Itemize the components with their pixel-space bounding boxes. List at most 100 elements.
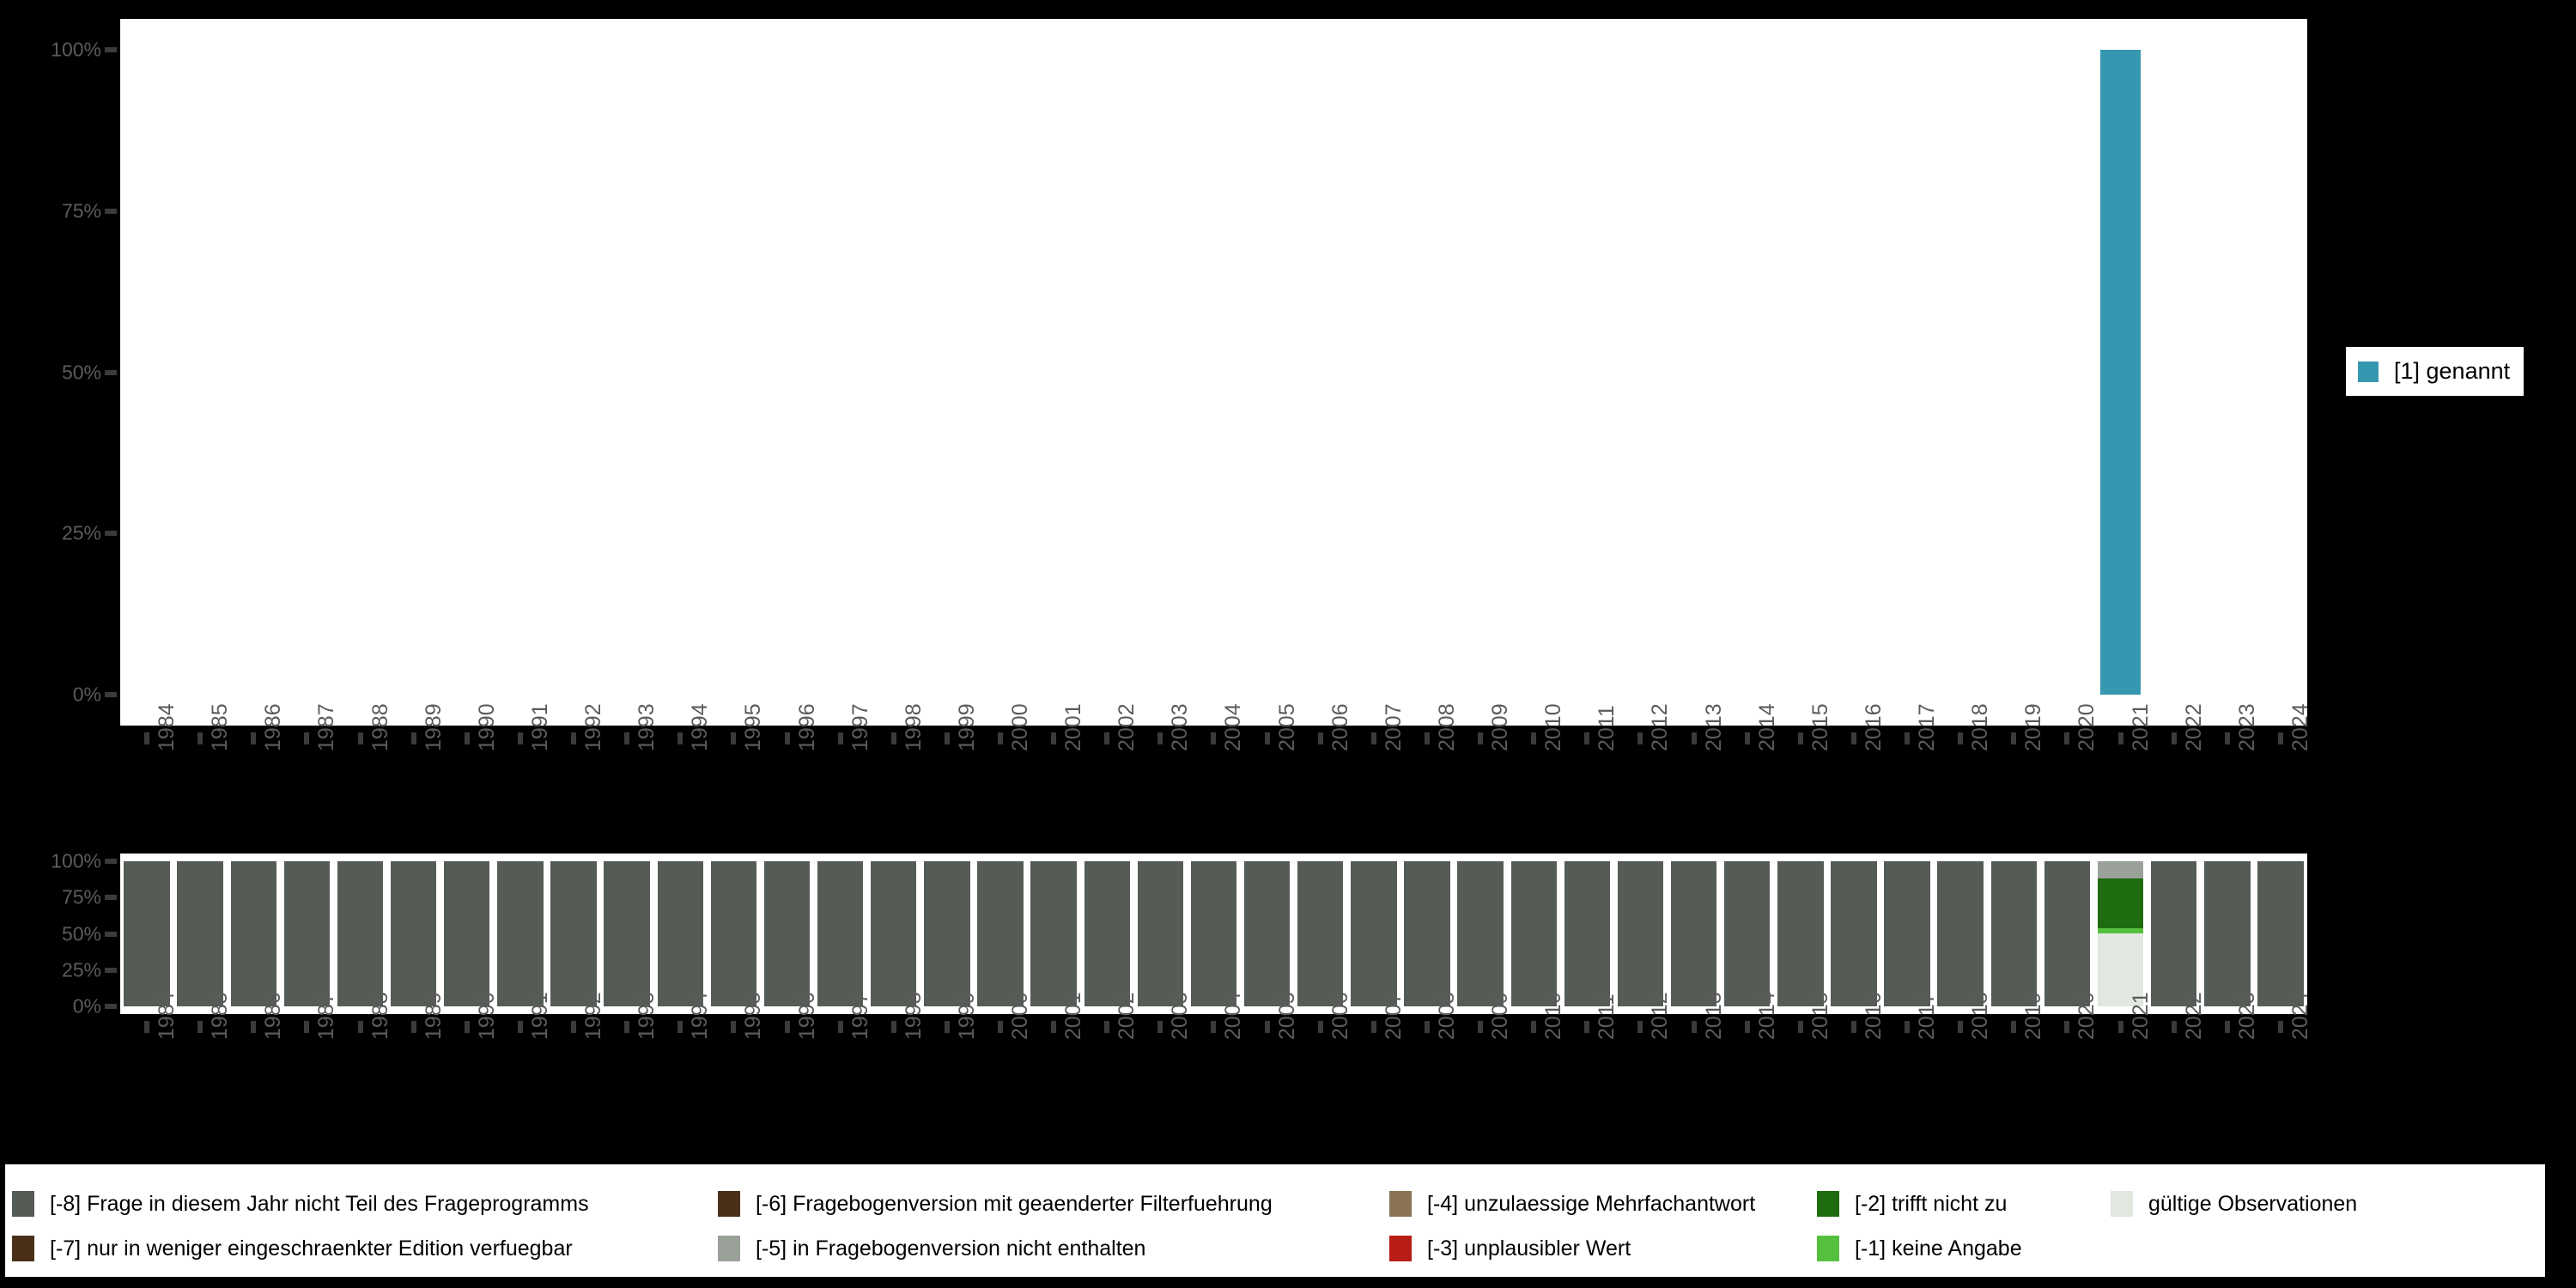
missing-legend-item[interactable]: [-4] unzulaessige Mehrfachantwort bbox=[1389, 1185, 1755, 1223]
missing-panel-column[interactable] bbox=[2148, 861, 2201, 1006]
main-bar-column[interactable] bbox=[1187, 19, 1240, 726]
missing-panel-column[interactable] bbox=[2094, 861, 2148, 1006]
missing-panel-column[interactable] bbox=[1454, 861, 1507, 1006]
main-bar-column[interactable] bbox=[1400, 19, 1454, 726]
main-bar-column[interactable] bbox=[1880, 19, 1934, 726]
missing-panel-segment[interactable] bbox=[2204, 861, 2251, 1006]
missing-panel-column[interactable] bbox=[1294, 861, 1347, 1006]
missing-panel-column[interactable] bbox=[760, 861, 813, 1006]
missing-panel-column[interactable] bbox=[2201, 861, 2254, 1006]
missing-panel-column[interactable] bbox=[1400, 861, 1454, 1006]
main-bar-column[interactable] bbox=[1507, 19, 1560, 726]
missing-panel-column[interactable] bbox=[1347, 861, 1400, 1006]
main-bar-column[interactable] bbox=[387, 19, 440, 726]
missing-panel-segment[interactable] bbox=[1190, 861, 1237, 1006]
missing-panel-segment[interactable] bbox=[497, 861, 544, 1006]
main-bar-column[interactable] bbox=[1668, 19, 1721, 726]
missing-panel-segment[interactable] bbox=[1831, 861, 1877, 1006]
missing-panel-column[interactable] bbox=[974, 861, 1027, 1006]
missing-panel-segment[interactable] bbox=[124, 861, 170, 1006]
missing-panel-segment[interactable] bbox=[871, 861, 917, 1006]
missing-panel-segment[interactable] bbox=[230, 861, 276, 1006]
missing-panel-column[interactable] bbox=[1027, 861, 1080, 1006]
missing-panel-segment[interactable] bbox=[2097, 861, 2144, 879]
missing-panel-segment[interactable] bbox=[1243, 861, 1291, 1006]
main-bar-column[interactable] bbox=[2201, 19, 2254, 726]
missing-panel-column[interactable] bbox=[920, 861, 974, 1006]
main-bar-column[interactable] bbox=[1827, 19, 1880, 726]
missing-panel-column[interactable] bbox=[440, 861, 494, 1006]
missing-panel-column[interactable] bbox=[600, 861, 653, 1006]
missing-panel-column[interactable] bbox=[1560, 861, 1613, 1006]
missing-panel-segment[interactable] bbox=[710, 861, 757, 1006]
missing-panel-column[interactable] bbox=[1987, 861, 2040, 1006]
missing-legend-item[interactable]: [-2] trifft nicht zu bbox=[1817, 1185, 2007, 1223]
missing-panel-segment[interactable] bbox=[2097, 927, 2144, 934]
missing-panel-segment[interactable] bbox=[1937, 861, 1984, 1006]
missing-panel-column[interactable] bbox=[814, 861, 867, 1006]
main-bar-column[interactable] bbox=[1454, 19, 1507, 726]
main-bar-column[interactable] bbox=[814, 19, 867, 726]
missing-legend-item[interactable]: [-6] Fragebogenversion mit geaenderter F… bbox=[718, 1185, 1273, 1223]
missing-panel-column[interactable] bbox=[387, 861, 440, 1006]
missing-panel-column[interactable] bbox=[547, 861, 600, 1006]
main-bar-column[interactable] bbox=[1934, 19, 1987, 726]
main-bar-column[interactable] bbox=[227, 19, 280, 726]
missing-panel-segment[interactable] bbox=[1617, 861, 1664, 1006]
main-bar[interactable] bbox=[2099, 50, 2142, 695]
main-bar-column[interactable] bbox=[440, 19, 494, 726]
missing-panel-segment[interactable] bbox=[977, 861, 1024, 1006]
missing-panel-segment[interactable] bbox=[1404, 861, 1450, 1006]
missing-panel-segment[interactable] bbox=[1564, 861, 1611, 1006]
missing-panel-column[interactable] bbox=[1668, 861, 1721, 1006]
missing-panel-column[interactable] bbox=[1880, 861, 1934, 1006]
missing-panel-column[interactable] bbox=[1721, 861, 1774, 1006]
missing-legend-item[interactable]: [-8] Frage in diesem Jahr nicht Teil des… bbox=[12, 1185, 589, 1223]
main-bar-column[interactable] bbox=[1721, 19, 1774, 726]
missing-panel-segment[interactable] bbox=[2150, 861, 2197, 1006]
main-bar-column[interactable] bbox=[120, 19, 173, 726]
missing-panel-column[interactable] bbox=[2254, 861, 2307, 1006]
missing-legend-item[interactable]: [-7] nur in weniger eingeschraenkter Edi… bbox=[12, 1230, 573, 1267]
missing-legend-item[interactable]: [-3] unplausibler Wert bbox=[1389, 1230, 1631, 1267]
missing-panel-segment[interactable] bbox=[1884, 861, 1930, 1006]
main-bar-column[interactable] bbox=[1347, 19, 1400, 726]
main-bar-column[interactable] bbox=[173, 19, 227, 726]
main-bar-column[interactable] bbox=[1774, 19, 1827, 726]
main-bar-column[interactable] bbox=[1080, 19, 1133, 726]
main-bar-column[interactable] bbox=[1241, 19, 1294, 726]
missing-panel-segment[interactable] bbox=[444, 861, 490, 1006]
main-bar-column[interactable] bbox=[760, 19, 813, 726]
missing-panel-segment[interactable] bbox=[1351, 861, 1397, 1006]
missing-panel-segment[interactable] bbox=[390, 861, 437, 1006]
missing-panel-segment[interactable] bbox=[2097, 878, 2144, 928]
missing-panel-segment[interactable] bbox=[2097, 933, 2144, 1006]
main-bar-column[interactable] bbox=[600, 19, 653, 726]
missing-panel-segment[interactable] bbox=[177, 861, 223, 1006]
missing-panel-column[interactable] bbox=[173, 861, 227, 1006]
missing-legend-item[interactable]: [-5] in Fragebogenversion nicht enthalte… bbox=[718, 1230, 1145, 1267]
missing-panel-segment[interactable] bbox=[1084, 861, 1130, 1006]
missing-panel-column[interactable] bbox=[1827, 861, 1880, 1006]
missing-panel-segment[interactable] bbox=[1510, 861, 1557, 1006]
missing-panel-segment[interactable] bbox=[1297, 861, 1344, 1006]
missing-panel-column[interactable] bbox=[1133, 861, 1187, 1006]
missing-panel-segment[interactable] bbox=[2044, 861, 2091, 1006]
missing-legend-item[interactable]: [-1] keine Angabe bbox=[1817, 1230, 2022, 1267]
missing-panel-column[interactable] bbox=[1613, 861, 1667, 1006]
missing-panel-column[interactable] bbox=[653, 861, 707, 1006]
missing-panel-column[interactable] bbox=[120, 861, 173, 1006]
main-bar-column[interactable] bbox=[2040, 19, 2093, 726]
missing-panel-column[interactable] bbox=[1507, 861, 1560, 1006]
missing-panel-segment[interactable] bbox=[604, 861, 650, 1006]
main-bar-column[interactable] bbox=[2094, 19, 2148, 726]
missing-panel-column[interactable] bbox=[1774, 861, 1827, 1006]
missing-panel-column[interactable] bbox=[1080, 861, 1133, 1006]
main-bar-column[interactable] bbox=[280, 19, 333, 726]
missing-panel-column[interactable] bbox=[494, 861, 547, 1006]
missing-panel-segment[interactable] bbox=[924, 861, 970, 1006]
missing-panel-segment[interactable] bbox=[1030, 861, 1077, 1006]
main-bar-column[interactable] bbox=[1294, 19, 1347, 726]
missing-panel-column[interactable] bbox=[2040, 861, 2093, 1006]
missing-panel-column[interactable] bbox=[1187, 861, 1240, 1006]
